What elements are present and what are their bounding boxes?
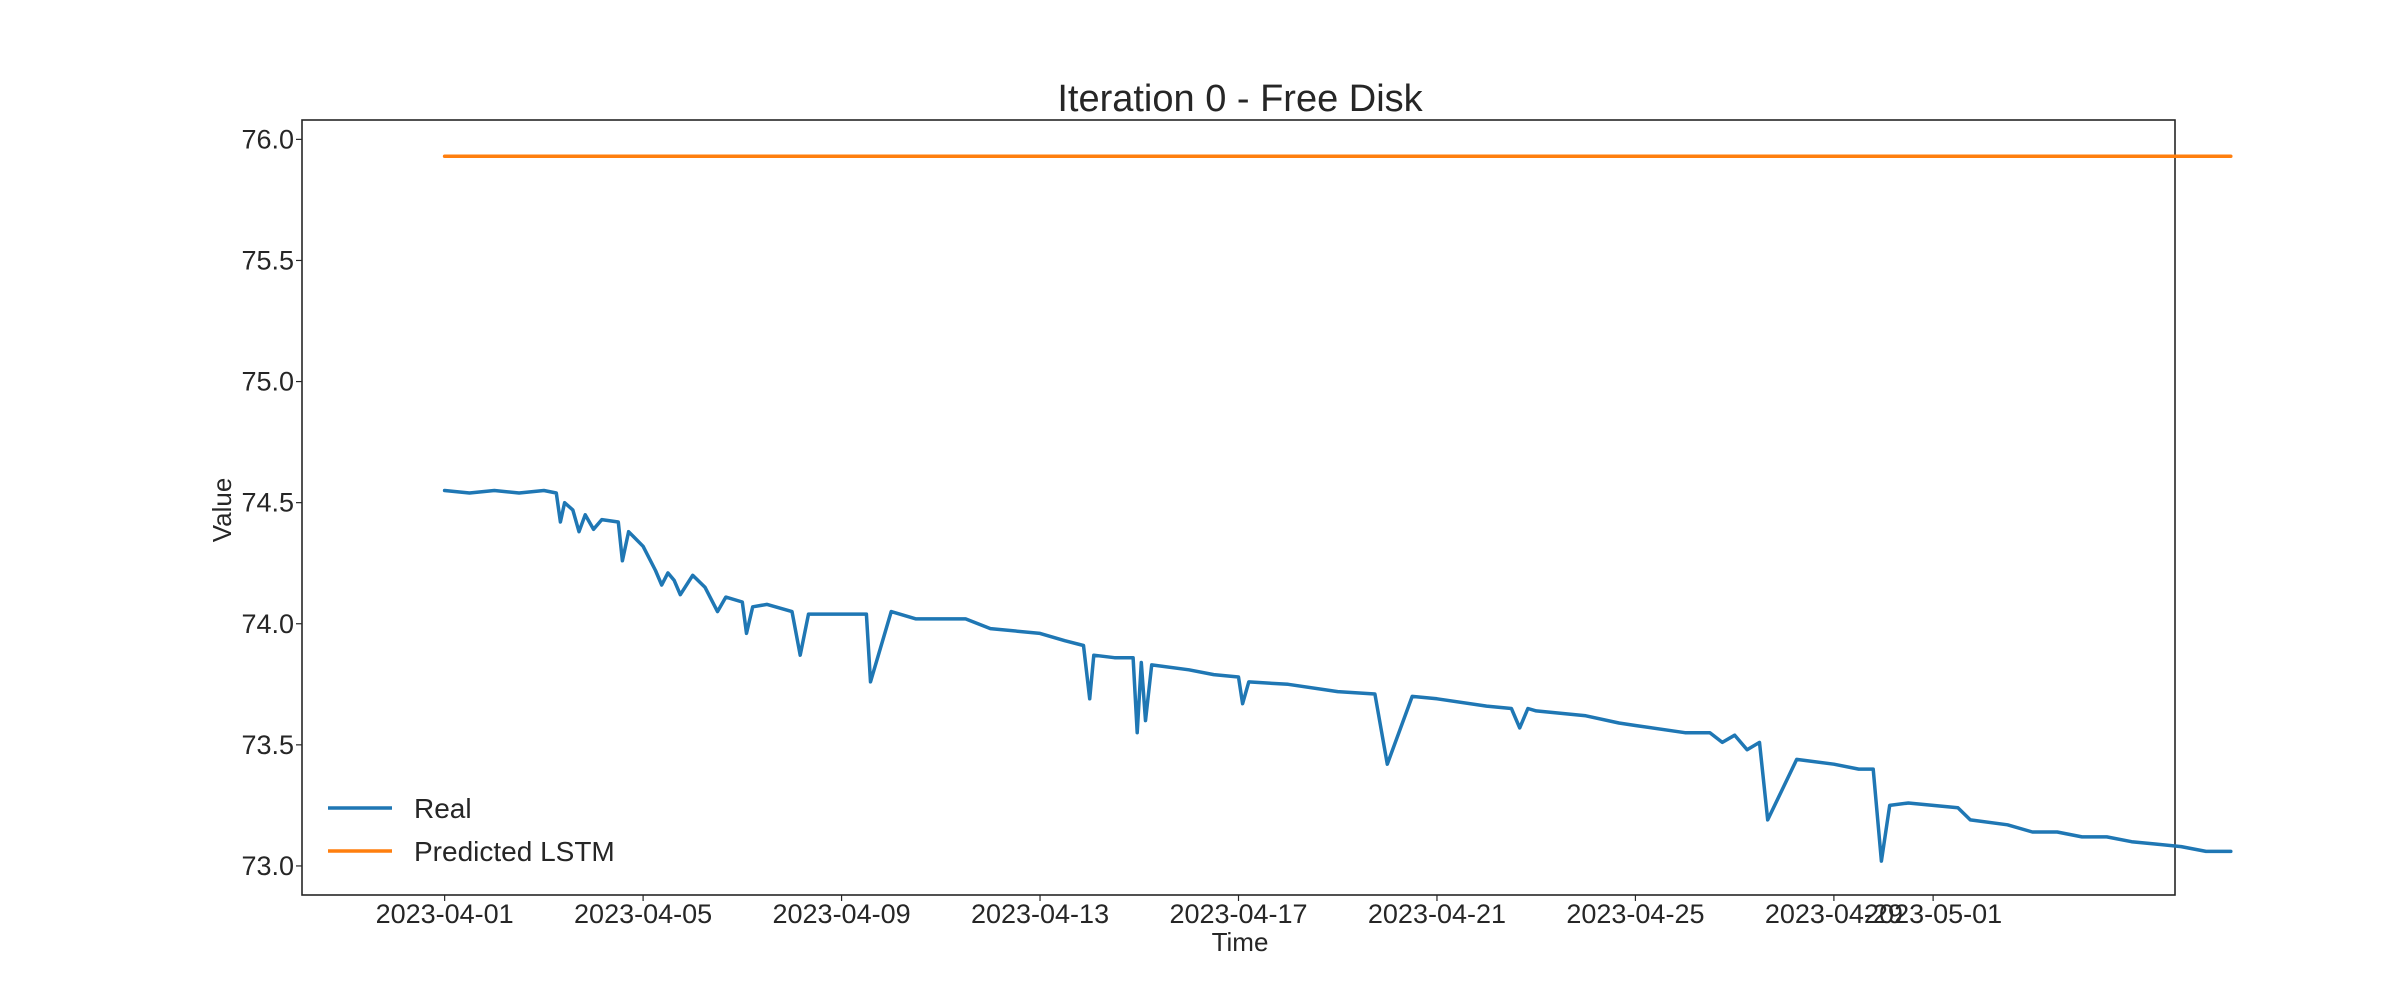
- y-tick-label: 75.0: [241, 367, 294, 397]
- legend: Real Predicted LSTM: [328, 793, 615, 867]
- x-tick-label: 2023-04-13: [971, 899, 1109, 929]
- x-tick-label: 2023-04-21: [1368, 899, 1506, 929]
- series-layer: [442, 154, 2233, 863]
- x-tick-label: 2023-04-25: [1566, 899, 1704, 929]
- y-axis: 73.0 73.5 74.0 74.5 75.0 75.5 76.0: [241, 124, 302, 881]
- y-tick-label: 75.5: [241, 245, 294, 275]
- legend-label-1: Predicted LSTM: [414, 836, 615, 867]
- series-line-0: [442, 488, 2233, 863]
- x-axis: 2023-04-01 2023-04-05 2023-04-09 2023-04-13…: [376, 895, 2002, 929]
- plot-frame: [301, 119, 2176, 896]
- x-tick-label: 2023-04-09: [773, 899, 911, 929]
- x-axis-label: Time: [1212, 927, 1269, 957]
- plot-area: [301, 119, 2233, 896]
- y-tick-label: 74.5: [241, 488, 294, 518]
- x-tick-label: 2023-05-01: [1864, 899, 2002, 929]
- x-tick-label: 2023-04-05: [574, 899, 712, 929]
- x-tick-label: 2023-04-17: [1169, 899, 1307, 929]
- y-tick-label: 74.0: [241, 609, 294, 639]
- chart-title: Iteration 0 - Free Disk: [1057, 78, 1423, 120]
- y-tick-label: 73.5: [241, 730, 294, 760]
- x-tick-label: 2023-04-29: [1765, 899, 1903, 929]
- x-tick-label: 2023-04-01: [376, 899, 514, 929]
- legend-label-0: Real: [414, 793, 472, 824]
- y-tick-label: 73.0: [241, 851, 294, 881]
- y-axis-label: Value: [207, 478, 237, 543]
- y-tick-label: 76.0: [241, 124, 294, 154]
